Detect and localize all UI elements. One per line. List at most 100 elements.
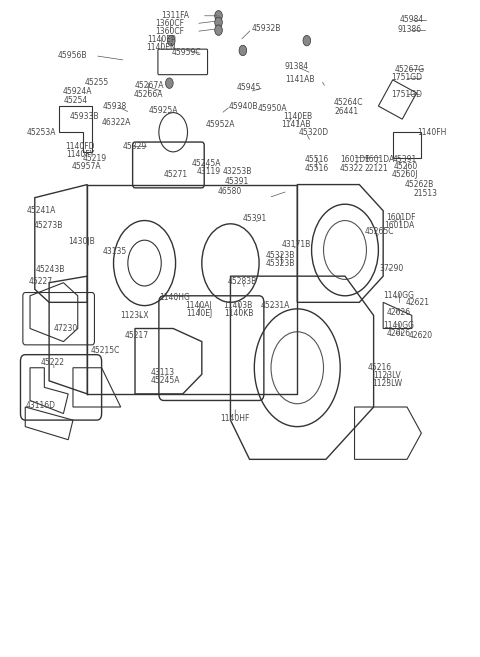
Text: 1123LW: 1123LW [372, 379, 402, 388]
Text: 1141AB: 1141AB [282, 120, 311, 129]
Text: 26441: 26441 [335, 107, 359, 116]
Text: 45938: 45938 [103, 102, 127, 110]
Text: 1140GG: 1140GG [384, 321, 414, 330]
Text: 45273B: 45273B [34, 221, 63, 230]
Text: 45245A: 45245A [192, 159, 221, 168]
Text: 1140EN: 1140EN [146, 43, 176, 52]
Text: 43119: 43119 [197, 167, 221, 176]
Text: 45391: 45391 [393, 155, 417, 164]
Text: 45262B: 45262B [404, 180, 433, 189]
Text: 45215C: 45215C [91, 346, 120, 355]
Text: 42626: 42626 [387, 329, 411, 338]
Text: 45924A: 45924A [63, 87, 93, 95]
Text: 47230: 47230 [54, 324, 78, 333]
Circle shape [215, 11, 222, 21]
Text: 45217: 45217 [124, 330, 148, 340]
Text: 37290: 37290 [380, 264, 404, 273]
Text: 1360CF: 1360CF [156, 19, 184, 28]
Text: 1140GG: 1140GG [384, 291, 414, 300]
Text: 45950A: 45950A [258, 104, 287, 113]
Text: 45243B: 45243B [36, 265, 65, 274]
Text: 45227: 45227 [29, 277, 53, 286]
Text: 45283B: 45283B [228, 277, 257, 286]
Text: 1360CF: 1360CF [156, 27, 184, 36]
Text: 46580: 46580 [217, 187, 241, 196]
Text: 45945: 45945 [237, 83, 261, 92]
Text: 21513: 21513 [413, 189, 437, 198]
Text: 45925A: 45925A [149, 106, 179, 115]
Text: 1140AJ: 1140AJ [185, 301, 212, 310]
Text: 45241A: 45241A [26, 206, 56, 215]
Text: 45933B: 45933B [69, 112, 99, 121]
Circle shape [168, 35, 175, 46]
Text: 11403B: 11403B [223, 301, 252, 310]
Text: 1140EB: 1140EB [284, 112, 313, 121]
Text: 1430JB: 1430JB [68, 237, 95, 246]
Text: 45952A: 45952A [205, 120, 235, 129]
Text: 45391: 45391 [225, 177, 249, 186]
Text: 1601DF: 1601DF [340, 155, 369, 164]
Text: 43253B: 43253B [223, 167, 252, 176]
Text: 43116D: 43116D [26, 401, 56, 410]
Circle shape [303, 35, 311, 46]
Text: 45260: 45260 [394, 162, 418, 171]
Text: 46322A: 46322A [101, 118, 131, 127]
Text: 45231A: 45231A [261, 301, 290, 310]
Text: 1601DA: 1601DA [365, 155, 395, 164]
Circle shape [215, 17, 222, 28]
Text: 45255: 45255 [84, 78, 109, 87]
Text: 1140FH: 1140FH [418, 127, 447, 137]
Text: 1601DA: 1601DA [384, 221, 414, 230]
Text: 1141AB: 1141AB [285, 76, 314, 84]
Text: 1140HF: 1140HF [220, 415, 250, 423]
Text: 43113: 43113 [151, 369, 175, 378]
Text: 1140KB: 1140KB [224, 309, 254, 318]
Text: 45323B: 45323B [266, 251, 295, 260]
Text: 45323B: 45323B [266, 259, 295, 267]
Text: 45322: 45322 [339, 164, 363, 173]
Text: 45984: 45984 [400, 15, 424, 24]
Text: 45516: 45516 [304, 155, 328, 164]
Text: 43135: 43135 [103, 247, 127, 256]
Text: 1140EP: 1140EP [147, 35, 176, 44]
Text: 1123LX: 1123LX [120, 311, 149, 320]
Text: 91386: 91386 [397, 25, 421, 34]
Text: 45267G: 45267G [395, 65, 424, 74]
Text: 45265C: 45265C [365, 227, 395, 236]
Text: 1140FY: 1140FY [66, 150, 94, 159]
Text: 1140FD: 1140FD [65, 142, 95, 151]
Text: 45271: 45271 [164, 170, 188, 179]
Circle shape [239, 45, 247, 56]
Text: 42620: 42620 [408, 330, 432, 340]
Text: 45932B: 45932B [252, 24, 281, 34]
Text: 1311FA: 1311FA [162, 11, 190, 20]
Circle shape [215, 25, 222, 35]
Text: 45320D: 45320D [299, 127, 329, 137]
Text: 1140EJ: 1140EJ [186, 309, 213, 318]
Text: 45959C: 45959C [172, 48, 202, 57]
Text: 45222: 45222 [41, 358, 65, 367]
Text: 45219: 45219 [83, 154, 107, 163]
Text: 45216: 45216 [368, 363, 392, 373]
Text: 45940B: 45940B [229, 102, 259, 110]
Text: 45253A: 45253A [26, 127, 56, 137]
Circle shape [166, 78, 173, 89]
Text: 45329: 45329 [123, 142, 147, 151]
Text: 45391: 45391 [242, 214, 266, 223]
Text: 45260J: 45260J [391, 170, 418, 179]
Text: 42626: 42626 [387, 307, 411, 317]
Text: 45254: 45254 [63, 97, 87, 105]
Text: 45266A: 45266A [133, 90, 163, 99]
Text: 45956B: 45956B [57, 51, 87, 60]
Text: 43171B: 43171B [282, 240, 311, 249]
Text: 42621: 42621 [406, 298, 430, 307]
Text: 45267A: 45267A [134, 81, 164, 90]
Text: 91384: 91384 [284, 62, 308, 72]
Text: 45245A: 45245A [150, 376, 180, 386]
Text: 1751GD: 1751GD [392, 74, 422, 82]
Text: 22121: 22121 [364, 164, 388, 173]
Text: 45516: 45516 [304, 164, 328, 173]
Text: 45264C: 45264C [334, 99, 363, 107]
Text: 1123LV: 1123LV [373, 371, 401, 380]
Text: 1140HG: 1140HG [159, 292, 190, 302]
